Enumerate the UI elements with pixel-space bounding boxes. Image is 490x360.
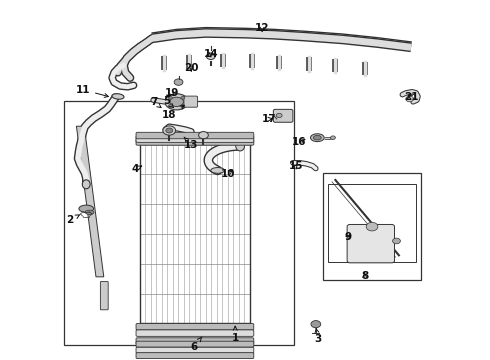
FancyBboxPatch shape <box>136 353 254 359</box>
Circle shape <box>181 104 185 107</box>
Circle shape <box>276 113 282 118</box>
Polygon shape <box>76 126 104 277</box>
Circle shape <box>166 128 172 133</box>
Bar <box>140 144 250 323</box>
FancyBboxPatch shape <box>100 282 108 310</box>
FancyBboxPatch shape <box>136 132 254 139</box>
Bar <box>64 101 294 345</box>
FancyBboxPatch shape <box>136 341 254 347</box>
Text: 15: 15 <box>289 161 303 171</box>
Circle shape <box>181 96 185 99</box>
Text: 10: 10 <box>220 168 235 179</box>
Text: 13: 13 <box>184 137 198 150</box>
Text: 5: 5 <box>163 96 173 108</box>
Text: 11: 11 <box>75 85 108 98</box>
FancyBboxPatch shape <box>273 109 293 122</box>
FancyBboxPatch shape <box>136 347 254 353</box>
Bar <box>323 173 421 280</box>
FancyBboxPatch shape <box>347 225 394 263</box>
Circle shape <box>392 238 400 244</box>
Circle shape <box>198 132 208 139</box>
Text: 1: 1 <box>232 326 239 343</box>
Text: 7: 7 <box>150 97 161 108</box>
Ellipse shape <box>112 94 124 99</box>
Circle shape <box>406 96 414 102</box>
Ellipse shape <box>236 141 245 151</box>
FancyBboxPatch shape <box>136 136 254 142</box>
Ellipse shape <box>331 136 335 139</box>
Ellipse shape <box>314 135 321 140</box>
Ellipse shape <box>85 210 94 215</box>
Text: 21: 21 <box>404 92 418 102</box>
Text: 9: 9 <box>344 232 351 242</box>
Text: 12: 12 <box>255 23 270 33</box>
Ellipse shape <box>79 205 94 212</box>
Text: 6: 6 <box>190 337 202 352</box>
FancyBboxPatch shape <box>136 323 254 330</box>
Text: 14: 14 <box>203 49 218 59</box>
Circle shape <box>169 96 172 99</box>
Text: 3: 3 <box>315 328 322 343</box>
Bar <box>328 184 416 262</box>
Ellipse shape <box>211 167 224 173</box>
Text: 17: 17 <box>262 114 277 124</box>
Ellipse shape <box>170 97 183 107</box>
Circle shape <box>174 79 183 85</box>
FancyBboxPatch shape <box>136 330 254 336</box>
FancyBboxPatch shape <box>136 139 254 145</box>
Circle shape <box>169 104 172 107</box>
Ellipse shape <box>311 134 324 141</box>
Ellipse shape <box>165 94 188 110</box>
Circle shape <box>311 320 321 328</box>
Circle shape <box>366 222 378 231</box>
Text: 2: 2 <box>67 215 79 225</box>
Text: 16: 16 <box>292 137 306 147</box>
Ellipse shape <box>206 53 215 59</box>
FancyBboxPatch shape <box>136 338 254 344</box>
Text: 8: 8 <box>361 271 368 281</box>
FancyBboxPatch shape <box>184 96 197 107</box>
Text: 20: 20 <box>184 63 198 73</box>
Text: 19: 19 <box>165 88 179 98</box>
Ellipse shape <box>82 180 90 189</box>
Circle shape <box>163 126 175 135</box>
Text: 18: 18 <box>162 105 184 121</box>
Text: 4: 4 <box>131 164 142 174</box>
